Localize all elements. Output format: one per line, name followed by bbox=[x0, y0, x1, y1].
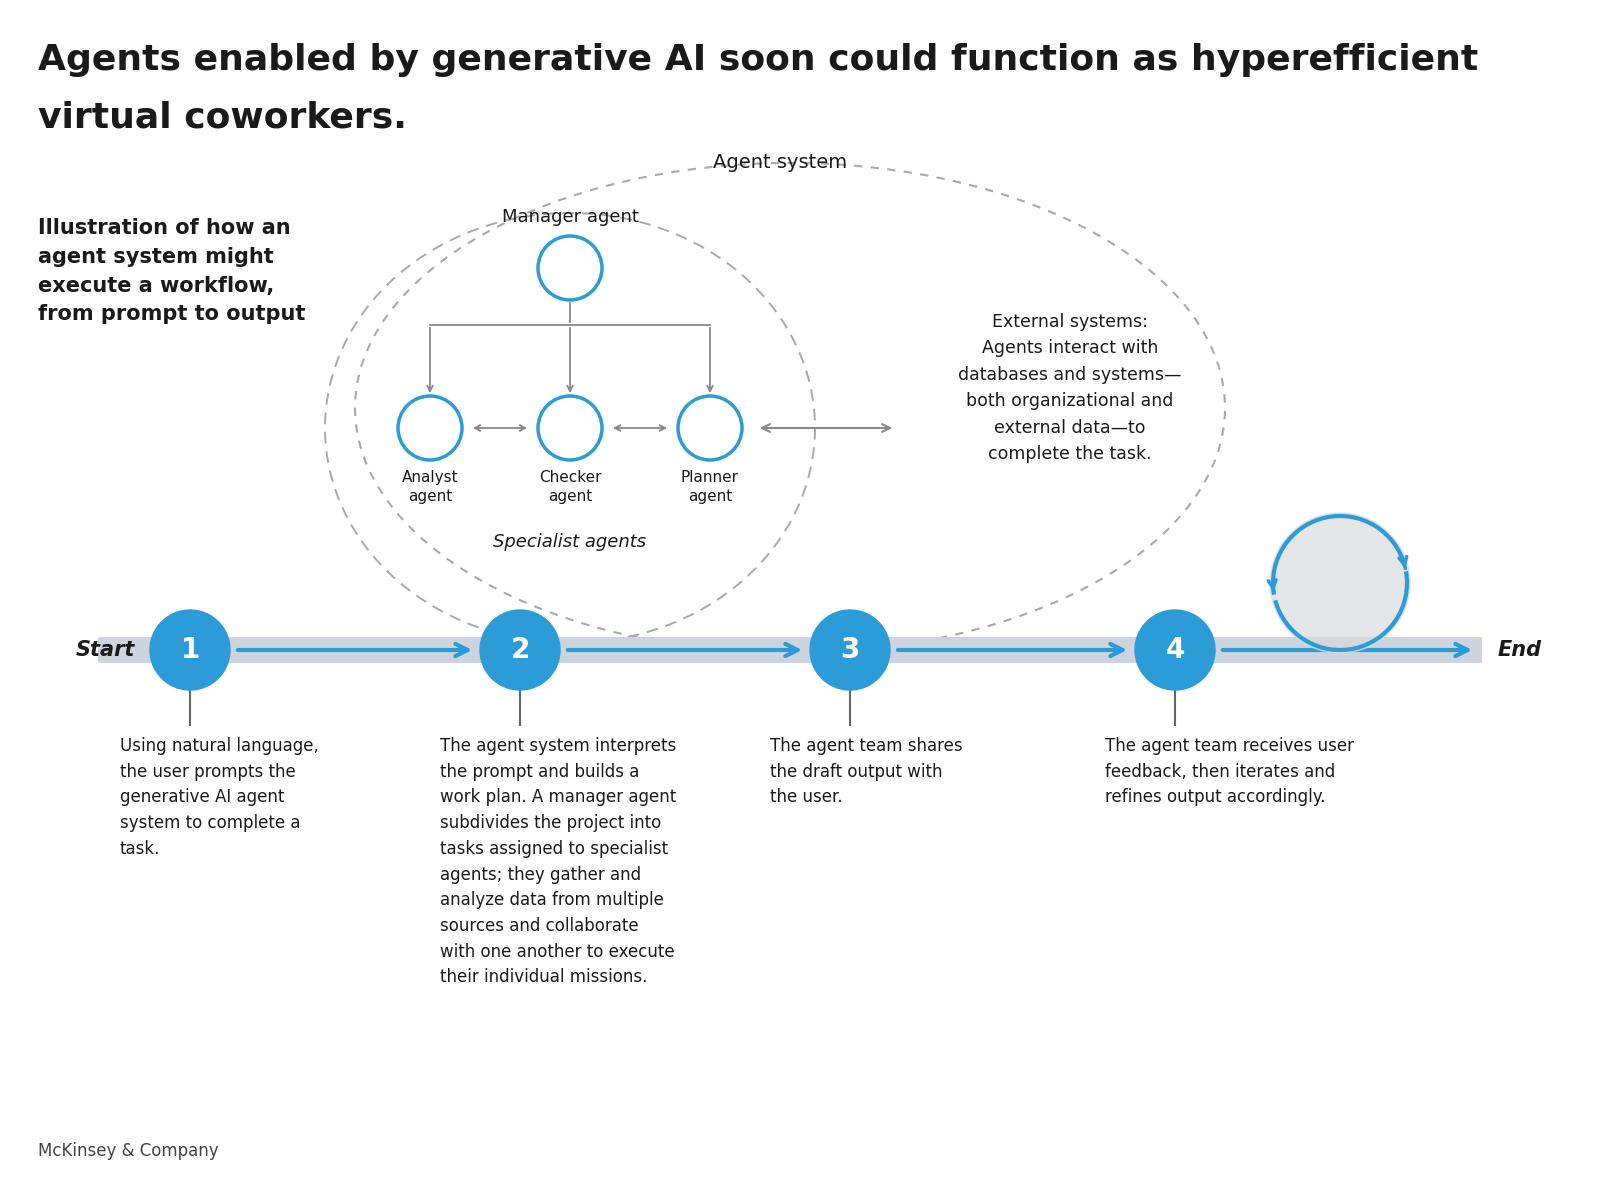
Circle shape bbox=[1134, 610, 1214, 690]
Text: 1: 1 bbox=[181, 636, 200, 664]
Text: Planner
agent: Planner agent bbox=[682, 470, 739, 504]
Text: The agent team shares
the draft output with
the user.: The agent team shares the draft output w… bbox=[770, 737, 963, 806]
Text: External systems:
Agents interact with
databases and systems—
both organizationa: External systems: Agents interact with d… bbox=[958, 313, 1182, 462]
Text: The agent system interprets
the prompt and builds a
work plan. A manager agent
s: The agent system interprets the prompt a… bbox=[440, 737, 677, 986]
Text: virtual coworkers.: virtual coworkers. bbox=[38, 99, 406, 134]
Text: Checker
agent: Checker agent bbox=[539, 470, 602, 504]
Text: Analyst
agent: Analyst agent bbox=[402, 470, 458, 504]
Text: Start: Start bbox=[75, 640, 134, 660]
Text: Agents enabled by generative AI soon could function as hyperefficient: Agents enabled by generative AI soon cou… bbox=[38, 43, 1478, 77]
Text: Manager agent: Manager agent bbox=[501, 208, 638, 226]
Text: Agent system: Agent system bbox=[714, 153, 846, 173]
Text: End: End bbox=[1498, 640, 1542, 660]
FancyBboxPatch shape bbox=[98, 637, 1482, 662]
Circle shape bbox=[1270, 513, 1410, 653]
Text: The agent team receives user
feedback, then iterates and
refines output accordin: The agent team receives user feedback, t… bbox=[1106, 737, 1354, 806]
Text: 4: 4 bbox=[1165, 636, 1184, 664]
Circle shape bbox=[810, 610, 890, 690]
Circle shape bbox=[150, 610, 230, 690]
Text: 2: 2 bbox=[510, 636, 530, 664]
Text: Specialist agents: Specialist agents bbox=[493, 533, 646, 551]
Text: Illustration of how an
agent system might
execute a workflow,
from prompt to out: Illustration of how an agent system migh… bbox=[38, 218, 306, 325]
Circle shape bbox=[480, 610, 560, 690]
Text: McKinsey & Company: McKinsey & Company bbox=[38, 1142, 219, 1160]
Text: 3: 3 bbox=[840, 636, 859, 664]
Text: Using natural language,
the user prompts the
generative AI agent
system to compl: Using natural language, the user prompts… bbox=[120, 737, 318, 858]
